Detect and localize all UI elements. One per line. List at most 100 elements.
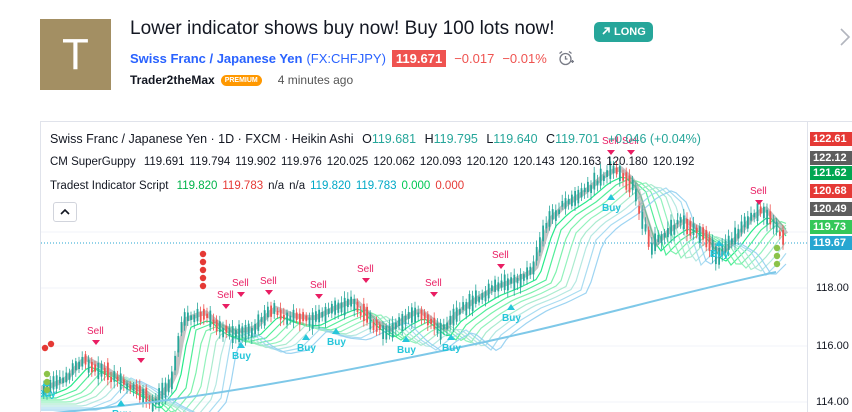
indicator-tradest-legend[interactable]: Tradest Indicator Script 119.820 119.783 n…: [50, 180, 474, 192]
sell-signal-marker: [755, 200, 763, 205]
candle-body: [391, 322, 394, 338]
premium-badge: PREMIUM: [220, 74, 262, 86]
candle-body: [673, 224, 676, 235]
indicator-dot: [773, 252, 781, 260]
indicator-dot: [199, 282, 207, 290]
superguppy-value: 120.143: [513, 156, 555, 168]
price-axis[interactable]: 122.61 122.12 121.62 120.68 120.49 119.73 119.…: [807, 122, 852, 412]
sell-signal-marker: [137, 358, 145, 363]
candle-body: [590, 185, 592, 194]
candle-body: [753, 212, 756, 218]
candle-body: [612, 165, 615, 174]
candle-body: [715, 246, 717, 265]
superguppy-value: 120.163: [559, 156, 602, 168]
candle-body: [87, 359, 90, 373]
tradest-value: 119.820: [310, 180, 351, 192]
candle-body: [289, 315, 292, 321]
ohlc-change: +0.046 (+0.04%): [607, 132, 701, 146]
ohlc-low-label: L: [486, 132, 494, 146]
candle-body: [331, 303, 333, 314]
candle-body: [372, 321, 375, 331]
candle-body: [91, 361, 93, 373]
buy-signal-label: Buy: [112, 409, 131, 412]
candle-body: [647, 229, 650, 247]
candle-body: [663, 232, 666, 238]
avatar[interactable]: T: [40, 19, 111, 90]
candle-body: [225, 325, 228, 333]
indicator-tradest-name: Tradest Indicator Script: [50, 180, 169, 192]
price-axis-tick: 118.00: [816, 282, 849, 294]
sell-signal-label: Sell: [87, 326, 104, 337]
candle-body: [487, 283, 490, 299]
indicator-superguppy-legend[interactable]: CM SuperGuppy 119.691 119.794 119.902 119.9…: [50, 156, 704, 168]
candle-body: [81, 356, 84, 367]
chevron-right-icon[interactable]: [838, 26, 852, 48]
candle-body: [302, 312, 304, 322]
candle-body: [651, 242, 653, 255]
candle-body: [267, 306, 269, 318]
buy-signal-marker: [402, 336, 410, 342]
candle-body: [100, 363, 103, 377]
candle-body: [750, 212, 752, 221]
candle-body: [292, 309, 295, 323]
candle-body: [132, 384, 135, 391]
candle-body: [129, 384, 132, 390]
indicator-dot: [199, 258, 207, 266]
main-series-legend[interactable]: Swiss Franc / Japanese Yen · 1D · FXCM ·…: [50, 132, 706, 146]
ohlc-low: 119.640: [493, 132, 538, 146]
candle-body: [254, 323, 256, 335]
candle-body: [158, 388, 160, 405]
author-link[interactable]: Trader2theMax: [130, 73, 215, 87]
price-chart[interactable]: Sell Sell Sell Sell Sell Sell Sell Sell Sell Sell…: [40, 121, 852, 412]
candle-body: [430, 318, 432, 324]
candle-body: [219, 321, 221, 333]
candle-body: [599, 168, 602, 186]
collapse-legend-button[interactable]: [53, 202, 77, 222]
candle-body: [385, 326, 388, 340]
candle-body: [59, 376, 61, 384]
candle-body: [151, 399, 154, 412]
candle-body: [475, 290, 477, 304]
idea-title[interactable]: Lower indicator shows buy now! Buy 100 l…: [130, 18, 555, 39]
candle-body: [772, 220, 775, 229]
sell-signal-label: Sell: [622, 136, 639, 147]
tradest-value: 119.820: [176, 180, 218, 192]
candle-body: [619, 165, 621, 182]
candle-body: [193, 314, 196, 323]
candle-body: [529, 266, 532, 275]
symbol-name-link[interactable]: Swiss Franc / Japanese Yen: [130, 50, 303, 66]
candle-body: [539, 237, 541, 253]
candle-body: [766, 209, 768, 225]
candle-body: [251, 327, 253, 338]
buy-signal-label: Buy: [232, 351, 251, 362]
candle-body: [571, 194, 573, 207]
candle-body: [209, 310, 212, 328]
candle-body: [609, 161, 612, 179]
avatar-letter: T: [62, 30, 89, 79]
indicator-dot: [199, 266, 207, 274]
candle-body: [548, 211, 551, 227]
tradest-value: 0.000: [401, 180, 431, 192]
candle-body: [423, 312, 426, 320]
candle-body: [596, 180, 599, 186]
alarm-clock-icon[interactable]: [557, 49, 575, 67]
candle-body: [356, 301, 359, 313]
symbol-ticker-link[interactable]: (FX:CHFJPY): [306, 50, 386, 66]
candle-body: [116, 376, 119, 382]
candle-body: [558, 209, 560, 215]
candle-body: [353, 298, 356, 311]
sell-signal-label: Sell: [425, 278, 442, 289]
candle-body: [731, 238, 733, 245]
symbol-row: Swiss Franc / Japanese Yen (FX:CHFJPY) 1…: [130, 47, 575, 69]
trend-up-arrow-icon: [602, 27, 610, 35]
buy-signal-label: Buy: [297, 343, 316, 354]
candle-body: [65, 372, 68, 383]
indicator-dot: [47, 340, 55, 348]
candle-body: [318, 309, 320, 323]
candle-body: [782, 229, 784, 245]
candle-body: [78, 361, 80, 370]
candle-body: [350, 296, 352, 307]
buy-signal-marker: [332, 328, 340, 334]
tradest-value: 119.783: [222, 180, 264, 192]
